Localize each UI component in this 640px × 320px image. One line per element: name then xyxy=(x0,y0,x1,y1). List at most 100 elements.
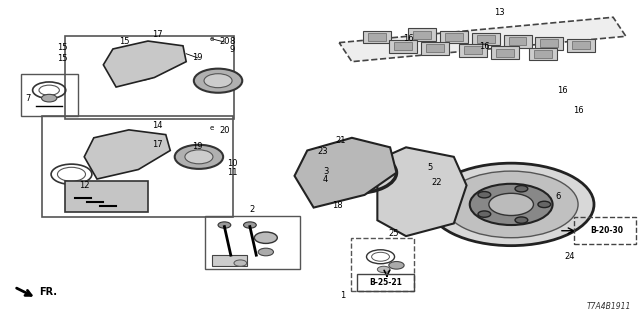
Bar xyxy=(65,36,234,119)
Bar xyxy=(572,41,590,49)
Bar xyxy=(20,74,78,116)
Polygon shape xyxy=(339,17,626,62)
Bar xyxy=(567,39,595,52)
Circle shape xyxy=(389,261,404,269)
Text: 11: 11 xyxy=(227,168,237,177)
Bar xyxy=(464,46,482,54)
Circle shape xyxy=(470,184,552,225)
Bar xyxy=(529,48,557,60)
Text: 13: 13 xyxy=(494,8,505,17)
Text: 12: 12 xyxy=(79,181,90,190)
Text: 20: 20 xyxy=(219,126,230,135)
Bar xyxy=(491,46,519,59)
Text: 3: 3 xyxy=(323,167,328,176)
Circle shape xyxy=(96,204,104,208)
Bar xyxy=(504,35,532,48)
Bar xyxy=(65,180,148,212)
Text: 1: 1 xyxy=(340,291,345,300)
Text: FR.: FR. xyxy=(40,287,58,297)
Bar xyxy=(426,44,444,52)
Text: 2: 2 xyxy=(249,205,255,214)
Bar xyxy=(472,33,500,45)
Circle shape xyxy=(478,211,491,217)
Text: B-25-21: B-25-21 xyxy=(369,278,402,287)
Bar xyxy=(369,33,387,41)
Bar xyxy=(534,50,552,58)
Polygon shape xyxy=(294,138,396,208)
Bar xyxy=(509,37,527,45)
Circle shape xyxy=(258,248,273,256)
Bar xyxy=(477,35,495,43)
Text: B-20-30: B-20-30 xyxy=(590,226,623,235)
Circle shape xyxy=(194,69,243,93)
Circle shape xyxy=(478,192,491,198)
Bar xyxy=(205,215,300,269)
Circle shape xyxy=(538,201,550,208)
Bar xyxy=(364,31,392,43)
Bar xyxy=(394,42,412,50)
Circle shape xyxy=(83,200,92,204)
Text: T7A4B1911: T7A4B1911 xyxy=(587,302,631,311)
Text: 24: 24 xyxy=(564,252,575,261)
Text: 16: 16 xyxy=(479,42,490,51)
Bar xyxy=(357,274,414,291)
Circle shape xyxy=(218,222,231,228)
Text: 20: 20 xyxy=(219,37,230,46)
Text: 15: 15 xyxy=(57,54,67,63)
Text: 8: 8 xyxy=(229,37,235,46)
Circle shape xyxy=(428,163,594,246)
Circle shape xyxy=(42,94,57,102)
Text: 16: 16 xyxy=(403,34,413,43)
Bar xyxy=(496,49,514,57)
Circle shape xyxy=(204,74,232,88)
Circle shape xyxy=(234,260,246,266)
Polygon shape xyxy=(84,130,170,179)
Bar xyxy=(389,40,417,53)
Text: 5: 5 xyxy=(427,163,432,172)
Circle shape xyxy=(378,266,390,273)
Text: e: e xyxy=(209,125,214,131)
Bar xyxy=(212,255,246,266)
Text: 25: 25 xyxy=(388,229,399,238)
Bar xyxy=(408,28,436,41)
Text: 17: 17 xyxy=(152,30,163,39)
Bar xyxy=(573,217,636,244)
Circle shape xyxy=(88,144,138,170)
Text: 21: 21 xyxy=(336,136,346,145)
Bar xyxy=(351,238,414,291)
Bar xyxy=(459,44,487,57)
Text: 23: 23 xyxy=(317,147,328,156)
Bar xyxy=(536,37,563,50)
Bar xyxy=(540,39,558,47)
Bar xyxy=(445,33,463,41)
Circle shape xyxy=(254,232,277,244)
Polygon shape xyxy=(103,41,186,87)
Text: 16: 16 xyxy=(573,106,584,115)
Text: 19: 19 xyxy=(193,142,203,151)
Circle shape xyxy=(489,193,534,215)
Circle shape xyxy=(109,55,161,81)
Circle shape xyxy=(515,217,528,223)
Polygon shape xyxy=(378,147,467,236)
Bar xyxy=(440,31,468,43)
Text: 9: 9 xyxy=(229,45,235,54)
Text: 4: 4 xyxy=(323,174,328,184)
Text: 17: 17 xyxy=(152,140,163,149)
Text: e: e xyxy=(209,36,214,43)
Text: 16: 16 xyxy=(557,86,568,95)
Text: 19: 19 xyxy=(193,53,203,62)
Text: 15: 15 xyxy=(119,36,130,45)
Text: 14: 14 xyxy=(152,121,163,130)
Circle shape xyxy=(185,150,213,164)
Text: 15: 15 xyxy=(57,43,67,52)
Bar xyxy=(42,116,233,217)
Circle shape xyxy=(515,186,528,192)
Circle shape xyxy=(444,171,578,238)
Bar xyxy=(420,42,449,55)
Circle shape xyxy=(70,196,79,200)
Circle shape xyxy=(175,145,223,169)
Text: 6: 6 xyxy=(555,192,561,201)
Bar xyxy=(413,31,431,38)
Text: 10: 10 xyxy=(227,159,237,168)
Circle shape xyxy=(244,222,256,228)
